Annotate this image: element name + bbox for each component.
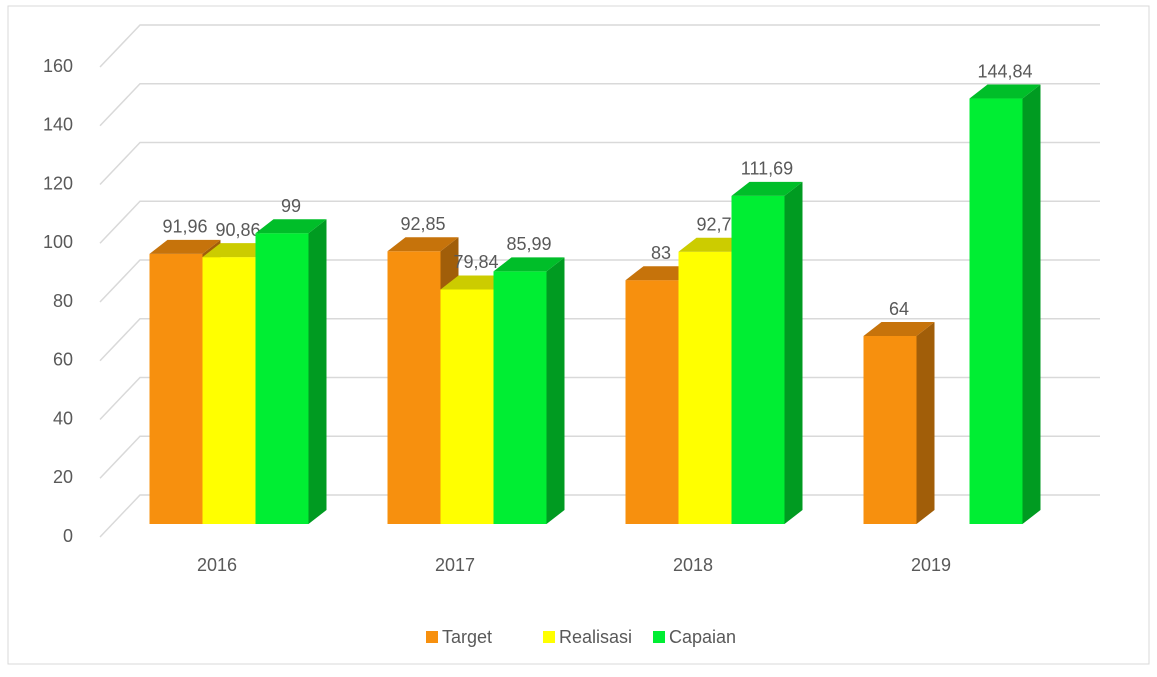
grid-line [99, 24, 1100, 68]
bar-top [255, 219, 327, 234]
y-tick-label: 80 [53, 291, 73, 311]
bar-side [916, 322, 935, 524]
value-label: 79,84 [453, 252, 498, 272]
value-label: 90,86 [215, 220, 260, 240]
bar-top [149, 239, 221, 254]
grid-line [99, 141, 1100, 186]
bar [625, 280, 679, 524]
y-tick-label: 120 [43, 173, 73, 193]
y-tick-label: 40 [53, 408, 73, 428]
y-tick-label: 140 [43, 115, 73, 135]
bar-top [731, 181, 803, 196]
bar-top [493, 257, 565, 272]
legend-label: Capaian [669, 627, 736, 647]
y-tick-label: 100 [43, 232, 73, 252]
value-label: 99 [281, 196, 301, 216]
bar [440, 289, 494, 524]
value-label: 92,7 [696, 214, 731, 234]
legend-swatch [653, 631, 665, 643]
bar [202, 257, 256, 524]
bar [863, 336, 917, 524]
bar [678, 251, 732, 524]
bar [149, 253, 203, 524]
legend-swatch [543, 631, 555, 643]
value-label: 83 [651, 243, 671, 263]
x-tick-label: 2019 [911, 555, 951, 575]
value-label: 85,99 [506, 234, 551, 254]
grid-line [99, 83, 1100, 127]
bar-side [546, 257, 565, 524]
bar-top [969, 84, 1041, 99]
value-label: 111,69 [741, 159, 793, 179]
x-tick-label: 2018 [673, 555, 713, 575]
bar-top [387, 237, 459, 252]
legend-swatch [426, 631, 438, 643]
bar-side [308, 219, 327, 524]
bar-side [784, 181, 803, 524]
value-label: 91,96 [162, 217, 207, 237]
y-tick-label: 60 [53, 350, 73, 370]
value-label: 92,85 [400, 214, 445, 234]
y-tick-label: 20 [53, 467, 73, 487]
bar [731, 195, 785, 524]
bar [387, 251, 441, 525]
y-tick-label: 160 [43, 56, 73, 76]
x-tick-label: 2016 [197, 555, 237, 575]
value-label: 144,84 [977, 61, 1032, 81]
legend-label: Realisasi [559, 627, 632, 647]
bar [493, 271, 547, 524]
x-tick-label: 2017 [435, 555, 475, 575]
bar [969, 98, 1023, 524]
y-tick-label: 0 [63, 526, 73, 546]
legend-label: Target [442, 627, 492, 647]
bar-top [863, 322, 935, 336]
bar [255, 233, 309, 524]
bar-side [1022, 84, 1041, 524]
value-label: 64 [889, 299, 909, 319]
